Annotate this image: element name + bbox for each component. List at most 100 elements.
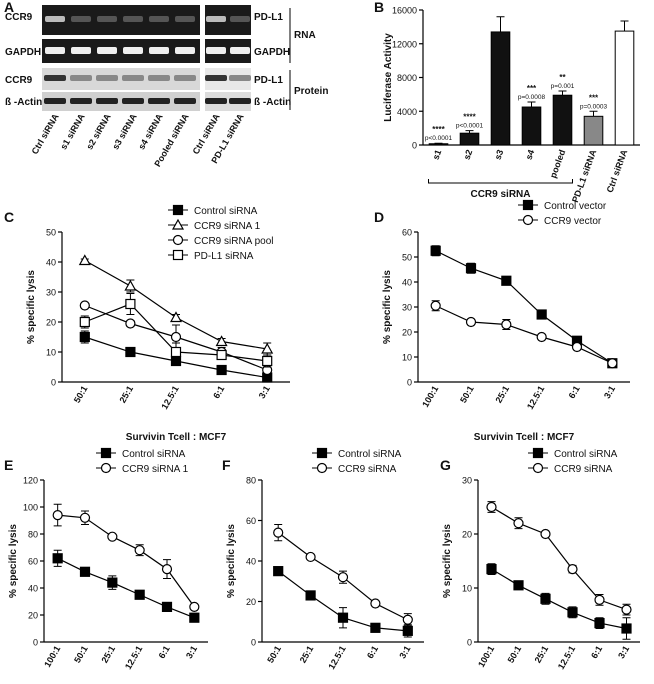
marker bbox=[79, 331, 90, 343]
band bbox=[230, 47, 250, 54]
marker bbox=[273, 527, 284, 538]
band bbox=[148, 75, 170, 81]
band bbox=[44, 98, 66, 104]
y-tick-label: 0 bbox=[412, 141, 417, 151]
panel-label: B bbox=[374, 0, 384, 15]
legend-label: Control siRNA bbox=[338, 449, 402, 460]
bar bbox=[614, 30, 635, 146]
band bbox=[174, 75, 196, 81]
p-value: p=0.001 bbox=[551, 83, 575, 90]
marker bbox=[337, 572, 349, 583]
blot-label: GAPDH bbox=[5, 47, 41, 58]
marker bbox=[124, 279, 137, 291]
marker bbox=[513, 518, 524, 529]
blot-label: ß -Actin bbox=[254, 97, 291, 108]
x-tick-label: 3:1 bbox=[397, 644, 412, 660]
marker bbox=[594, 617, 605, 629]
legend-label: Control siRNA bbox=[122, 449, 186, 460]
y-axis-title: % specific lysis bbox=[226, 524, 237, 598]
blot-pdl1 bbox=[205, 68, 251, 90]
x-tick-label: 6:1 bbox=[567, 384, 582, 400]
legend-marker bbox=[100, 462, 112, 474]
band bbox=[205, 98, 227, 104]
marker bbox=[216, 364, 227, 376]
x-tick-label: 50:1 bbox=[458, 384, 476, 405]
y-tick-label: 0 bbox=[467, 638, 472, 648]
bar bbox=[428, 143, 449, 146]
legend-marker bbox=[532, 462, 544, 474]
marker bbox=[305, 590, 316, 601]
gel-rna-ccr9 bbox=[42, 5, 200, 35]
y-tick-label: 0 bbox=[33, 638, 38, 648]
legend-label: CCR9 siRNA pool bbox=[194, 236, 273, 247]
y-tick-label: 80 bbox=[28, 530, 38, 540]
bar bbox=[583, 115, 604, 146]
blot-actin bbox=[42, 92, 200, 111]
band bbox=[123, 16, 143, 22]
x-tick-label: 3:1 bbox=[616, 644, 631, 660]
y-tick-label: 10 bbox=[402, 353, 412, 363]
marker bbox=[134, 589, 145, 600]
panel-label: G bbox=[440, 457, 451, 473]
y-tick-label: 0 bbox=[51, 378, 56, 388]
blot-label: ß -Actin bbox=[5, 97, 42, 108]
y-tick-label: 40 bbox=[402, 278, 412, 288]
x-tick-label: 12.5:1 bbox=[556, 644, 577, 671]
band bbox=[45, 16, 65, 22]
marker bbox=[170, 346, 182, 358]
lane-label: Ctrl siRNA bbox=[30, 112, 61, 156]
bracket bbox=[428, 179, 573, 184]
x-tick-label: 12.5:1 bbox=[123, 644, 144, 671]
x-tick-label: s4 bbox=[524, 148, 537, 161]
significance: *** bbox=[527, 84, 537, 93]
panel-label: E bbox=[4, 457, 13, 473]
band bbox=[123, 47, 143, 54]
y-tick-label: 0 bbox=[251, 638, 256, 648]
band bbox=[175, 16, 195, 22]
y-axis-title: % specific lysis bbox=[26, 270, 37, 344]
marker bbox=[189, 612, 200, 623]
y-tick-label: 12000 bbox=[392, 39, 417, 49]
marker bbox=[169, 311, 183, 323]
series-line bbox=[57, 557, 195, 619]
legend-marker bbox=[172, 204, 184, 216]
blot-label: CCR9 bbox=[5, 75, 33, 86]
y-tick-label: 0 bbox=[407, 378, 412, 388]
y-tick-label: 40 bbox=[28, 584, 38, 594]
marker bbox=[536, 309, 547, 320]
legend-marker bbox=[171, 218, 185, 230]
series-line bbox=[491, 506, 627, 611]
y-tick-label: 20 bbox=[46, 318, 56, 328]
y-tick-label: 40 bbox=[246, 557, 256, 567]
legend-label: Control siRNA bbox=[554, 449, 618, 460]
series-line bbox=[435, 305, 613, 364]
band bbox=[97, 47, 117, 54]
band bbox=[71, 47, 91, 54]
p-value: p<0.0001 bbox=[425, 135, 453, 142]
y-tick-label: 10 bbox=[46, 348, 56, 358]
legend-marker bbox=[172, 234, 184, 246]
x-tick-label: 25:1 bbox=[99, 644, 117, 665]
p-value: p=0.0008 bbox=[518, 94, 546, 101]
bar bbox=[459, 132, 480, 146]
x-tick-label: 100:1 bbox=[42, 644, 62, 669]
x-tick-label: 25:1 bbox=[493, 384, 511, 405]
marker bbox=[261, 342, 274, 354]
panel-label: C bbox=[4, 209, 14, 225]
x-tick-label: 50:1 bbox=[72, 644, 90, 665]
x-tick-label: 3:1 bbox=[257, 384, 272, 400]
lane-label: s2 siRNA bbox=[84, 112, 113, 152]
x-tick-label: 25:1 bbox=[117, 384, 135, 405]
y-tick-label: 8000 bbox=[397, 73, 417, 83]
marker bbox=[402, 614, 413, 625]
x-tick-label: 6:1 bbox=[365, 644, 380, 660]
marker bbox=[486, 563, 497, 575]
panel-label: F bbox=[222, 457, 231, 473]
band bbox=[96, 75, 118, 81]
legend-label: CCR9 siRNA 1 bbox=[122, 464, 189, 475]
marker bbox=[430, 300, 441, 311]
x-tick-label: 12.5:1 bbox=[326, 644, 347, 671]
y-tick-label: 20 bbox=[246, 597, 256, 607]
